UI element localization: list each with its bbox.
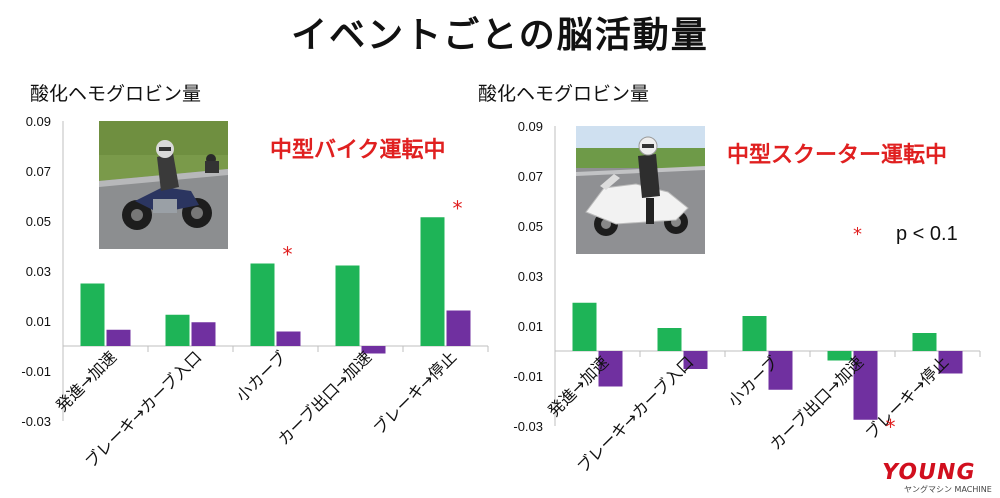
y-tick-label: 0.01: [26, 314, 51, 329]
category-label: 発進→加速: [52, 347, 120, 415]
bar-series-0: [165, 314, 190, 346]
y-tick-label: 0.05: [26, 214, 51, 229]
bar-series-0: [420, 217, 445, 346]
bar-series-0: [335, 265, 360, 346]
category-label: 小カーブ: [232, 347, 290, 405]
bar-series-0: [912, 333, 937, 351]
y-tick-label: 0.05: [518, 219, 543, 234]
bar-series-1: [598, 351, 623, 387]
bar-series-0: [827, 351, 852, 361]
y-axis-label: 酸化ヘモグロビン量: [478, 83, 649, 105]
y-tick-label: 0.09: [26, 114, 51, 129]
bar-series-1: [768, 351, 793, 390]
significance-mark: *: [283, 243, 293, 267]
page-title: イベントごとの脳活動量: [291, 15, 709, 56]
scooter-photo: [576, 126, 705, 254]
y-tick-label: 0.01: [518, 319, 543, 334]
chart-annotation: 中型バイク運転中: [270, 137, 446, 163]
y-tick-label: 0.03: [518, 269, 543, 284]
bar-series-0: [657, 328, 682, 351]
bar-series-1: [106, 329, 131, 346]
y-tick-label: 0.07: [518, 169, 543, 184]
y-tick-label: -0.01: [21, 364, 51, 379]
bar-series-1: [683, 351, 708, 369]
young-machine-logo: YOUNG ヤングマシン MACHINE: [879, 460, 994, 494]
bar-series-1: [191, 322, 216, 346]
motorcycle-photo: [99, 121, 228, 249]
y-tick-label: 0.03: [26, 264, 51, 279]
bar-series-1: [853, 351, 878, 420]
bar-series-1: [276, 331, 301, 346]
bar-series-0: [250, 263, 275, 346]
logo-subtext: ヤングマシン MACHINE: [904, 485, 992, 494]
y-axis-label: 酸化ヘモグロビン量: [30, 83, 201, 105]
y-tick-label: 0.09: [518, 119, 543, 134]
bar-series-0: [742, 316, 767, 351]
bar-series-0: [572, 302, 597, 351]
bar-series-1: [446, 310, 471, 346]
y-tick-label: -0.03: [21, 414, 51, 429]
chart-annotation: 中型スクーター運転中: [727, 142, 947, 168]
legend-note-text: p < 0.1: [896, 223, 958, 245]
category-label: カーブ出口→加速: [274, 347, 375, 448]
y-tick-label: -0.03: [513, 419, 543, 434]
significance-mark: *: [453, 196, 463, 220]
category-label: ブレーキ→停止: [370, 347, 461, 438]
bar-series-1: [938, 351, 963, 374]
y-tick-label: -0.01: [513, 369, 543, 384]
bar-series-1: [361, 346, 386, 354]
y-tick-label: 0.07: [26, 164, 51, 179]
significance-mark: *: [886, 415, 896, 439]
legend-note-mark: *: [853, 224, 862, 245]
logo-text: YOUNG: [879, 460, 978, 485]
bar-series-0: [80, 283, 105, 346]
